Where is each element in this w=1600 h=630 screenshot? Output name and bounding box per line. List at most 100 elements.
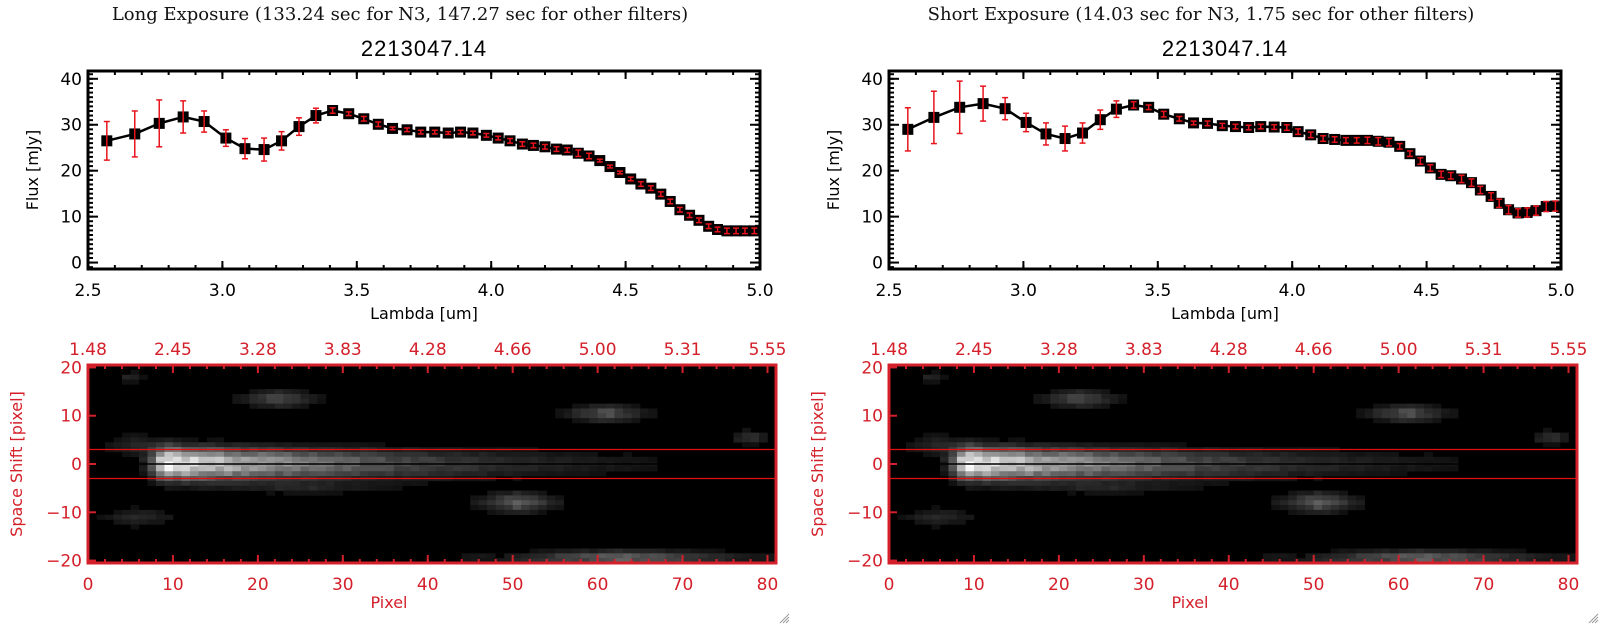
- image-pixel: [1177, 466, 1187, 472]
- image-pixel: [1415, 418, 1425, 424]
- y-tick-label: 20: [861, 358, 883, 378]
- image-pixel: [1560, 432, 1569, 438]
- top-x-tick-label: 2.45: [955, 340, 993, 360]
- image-pixel: [631, 403, 641, 409]
- image-pixel: [1534, 558, 1544, 564]
- image-pixel: [965, 485, 975, 491]
- image-pixel: [648, 456, 658, 462]
- image-pixel: [1016, 451, 1026, 458]
- error-bar: [1113, 100, 1120, 119]
- image-pixel: [1118, 490, 1128, 496]
- image-pixel: [1245, 451, 1255, 458]
- image-pixel: [189, 451, 199, 458]
- image-pixel: [1322, 471, 1331, 477]
- image-pixel: [555, 471, 564, 477]
- image-pixel: [487, 558, 496, 564]
- image-pixel: [300, 403, 310, 409]
- image-pixel: [546, 505, 556, 511]
- image-pixel: [385, 480, 395, 487]
- error-bar: [657, 191, 664, 198]
- image-pixel: [436, 466, 446, 472]
- image-pixel: [223, 442, 233, 448]
- error-bar: [1468, 178, 1475, 188]
- image-pixel: [1024, 456, 1034, 462]
- image-pixel: [1279, 495, 1289, 501]
- error-bar: [469, 130, 476, 136]
- image-pixel: [1118, 451, 1128, 458]
- image-pixel: [1211, 466, 1221, 472]
- resize-handle-icon[interactable]: [1587, 612, 1599, 624]
- image-pixel: [759, 553, 768, 559]
- image-pixel: [538, 558, 547, 564]
- image-pixel: [359, 480, 369, 487]
- x-tick-label: 4.5: [612, 281, 639, 301]
- image-pixel: [742, 558, 751, 564]
- image-pixel: [1092, 393, 1102, 400]
- image-pixel: [1330, 495, 1340, 501]
- image-pixel: [973, 451, 983, 458]
- x-tick-label: 4.5: [1413, 281, 1440, 301]
- image-pixel: [914, 514, 924, 520]
- error-bar: [1295, 128, 1302, 136]
- image-pixel: [1194, 471, 1204, 477]
- image-pixel: [1254, 466, 1264, 472]
- image-pixel: [1143, 451, 1153, 458]
- image-pixel: [1254, 471, 1264, 477]
- image-pixel: [427, 456, 437, 462]
- image-pixel: [283, 442, 293, 448]
- image-pixel: [1152, 471, 1162, 477]
- error-bar: [575, 149, 582, 158]
- image-pixel: [240, 471, 250, 477]
- image-pixel: [1279, 505, 1289, 511]
- image-pixel: [138, 509, 148, 516]
- image-pixel: [359, 451, 369, 458]
- image-pixel: [563, 548, 573, 554]
- image-pixel: [665, 558, 675, 564]
- image-pixel: [538, 505, 547, 511]
- y-tick-label: 10: [861, 407, 883, 427]
- image-pixel: [1305, 451, 1314, 458]
- image-pixel: [266, 403, 276, 409]
- image-pixel: [750, 437, 760, 443]
- image-pixel: [948, 437, 958, 443]
- image-pixel: [1407, 418, 1416, 424]
- image-pixel: [990, 437, 1000, 443]
- image-pixel: [215, 480, 225, 487]
- image-pixel: [1432, 558, 1442, 564]
- image-pixel: [138, 437, 148, 443]
- image-pixel: [342, 442, 352, 448]
- image-pixel: [138, 456, 148, 462]
- image-pixel: [504, 471, 513, 477]
- image-pixel: [606, 553, 615, 559]
- resize-handle-icon[interactable]: [778, 612, 790, 624]
- image-pixel: [240, 485, 250, 491]
- image-pixel: [1381, 548, 1391, 554]
- image-pixel: [538, 466, 547, 472]
- image-pixel: [580, 403, 590, 409]
- x-tick-label: 3.0: [209, 281, 236, 301]
- image-pixel: [965, 514, 975, 520]
- image-pixel: [198, 442, 208, 448]
- error-bar: [180, 100, 187, 134]
- image-pixel: [939, 456, 949, 462]
- error-bar: [261, 137, 268, 162]
- x-tick-label: 60: [1388, 575, 1410, 595]
- image-pixel: [113, 437, 123, 443]
- image-pixel: [674, 558, 683, 564]
- error-bar: [1331, 135, 1338, 143]
- image-pixel: [623, 418, 632, 424]
- image-pixel: [495, 505, 505, 511]
- image-pixel: [147, 437, 157, 443]
- image-pixel: [580, 456, 590, 462]
- image-pixel: [939, 514, 949, 520]
- image-pixel: [990, 485, 1000, 491]
- image-pixel: [1373, 558, 1382, 564]
- image-pixel: [538, 500, 547, 506]
- dead-pixel: [1296, 553, 1306, 559]
- image-pixel: [1390, 451, 1399, 458]
- error-bar: [1145, 104, 1152, 111]
- image-pixel: [1381, 471, 1391, 477]
- image-pixel: [1339, 509, 1348, 516]
- image-pixel: [1118, 471, 1128, 477]
- image-pixel: [1339, 505, 1348, 511]
